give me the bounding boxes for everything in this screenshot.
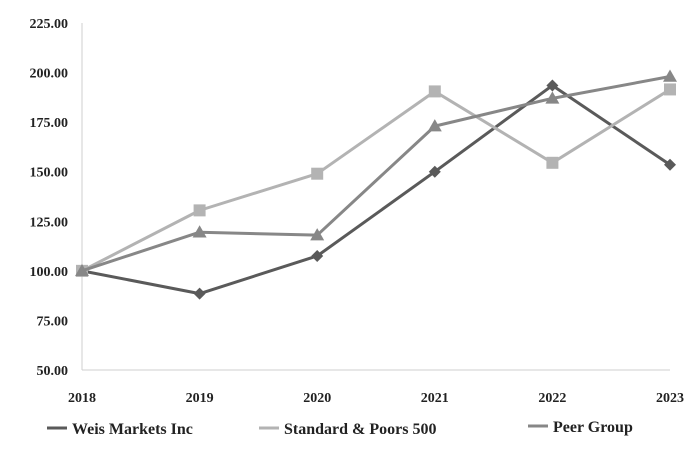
legend-item-0: Weis Markets Inc bbox=[47, 421, 193, 438]
legend-label-2: Peer Group bbox=[553, 419, 633, 436]
y-tick-label-2: 100.00 bbox=[30, 265, 69, 280]
x-tick-label-2: 2020 bbox=[303, 391, 331, 406]
y-tick-label-6: 200.00 bbox=[30, 67, 69, 82]
data-point-0-3 bbox=[428, 165, 441, 178]
legend-item-1: Standard & Poors 500 bbox=[259, 421, 436, 438]
x-tick-label-4: 2022 bbox=[538, 391, 566, 406]
x-tick-label-5: 2023 bbox=[656, 391, 684, 406]
series-line-0 bbox=[81, 83, 671, 296]
data-point-2-1 bbox=[192, 225, 207, 238]
y-tick-label-4: 150.00 bbox=[30, 166, 69, 181]
y-tick-label-3: 125.00 bbox=[30, 215, 69, 230]
legend: Weis Markets Inc Standard & Poors 500 Peer… bbox=[47, 419, 633, 438]
axes bbox=[81, 23, 670, 371]
series-line-1 bbox=[81, 88, 671, 273]
data-point-1-2 bbox=[311, 167, 324, 180]
legend-item-2: Peer Group bbox=[528, 419, 633, 436]
data-point-0-2 bbox=[311, 249, 324, 262]
y-tick-label-7: 225.00 bbox=[30, 17, 69, 32]
x-axis-ticks: 2018 2019 2020 2021 2022 2023 bbox=[68, 391, 684, 406]
series-line-2 bbox=[81, 75, 671, 273]
x-tick-label-3: 2021 bbox=[421, 391, 449, 406]
data-point-2-4 bbox=[545, 91, 560, 104]
data-point-1-4 bbox=[546, 156, 559, 169]
y-tick-label-1: 75.00 bbox=[37, 314, 69, 329]
x-tick-label-1: 2019 bbox=[186, 391, 214, 406]
legend-label-0: Weis Markets Inc bbox=[72, 421, 193, 438]
data-point-1-5 bbox=[664, 83, 676, 96]
data-point-2-2 bbox=[310, 228, 325, 241]
series-layer bbox=[75, 69, 677, 300]
data-point-0-5 bbox=[664, 158, 676, 171]
legend-label-1: Standard & Poors 500 bbox=[284, 421, 436, 438]
data-point-1-3 bbox=[428, 85, 441, 98]
series-0 bbox=[76, 79, 676, 300]
data-point-2-5 bbox=[663, 69, 677, 82]
data-point-1-1 bbox=[193, 204, 206, 217]
data-point-2-3 bbox=[427, 119, 442, 132]
y-axis-ticks: 50.00 75.00 100.00 125.00 150.00 175.00 200.00… bbox=[30, 17, 69, 379]
series-2 bbox=[75, 69, 677, 277]
x-tick-label-0: 2018 bbox=[68, 391, 96, 406]
data-point-2-0 bbox=[75, 263, 89, 277]
y-tick-label-0: 50.00 bbox=[37, 364, 69, 379]
y-tick-label-5: 175.00 bbox=[30, 116, 69, 131]
data-point-0-4 bbox=[546, 79, 559, 92]
data-point-0-1 bbox=[193, 287, 206, 300]
